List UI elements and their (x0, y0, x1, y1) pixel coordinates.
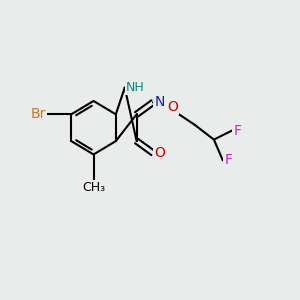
Text: N: N (154, 95, 164, 110)
Text: F: F (233, 124, 241, 138)
Text: O: O (167, 100, 178, 114)
Text: CH₃: CH₃ (82, 181, 105, 194)
Text: O: O (154, 146, 165, 160)
Text: NH: NH (126, 81, 145, 94)
Text: F: F (224, 153, 232, 167)
Text: Br: Br (31, 107, 46, 121)
